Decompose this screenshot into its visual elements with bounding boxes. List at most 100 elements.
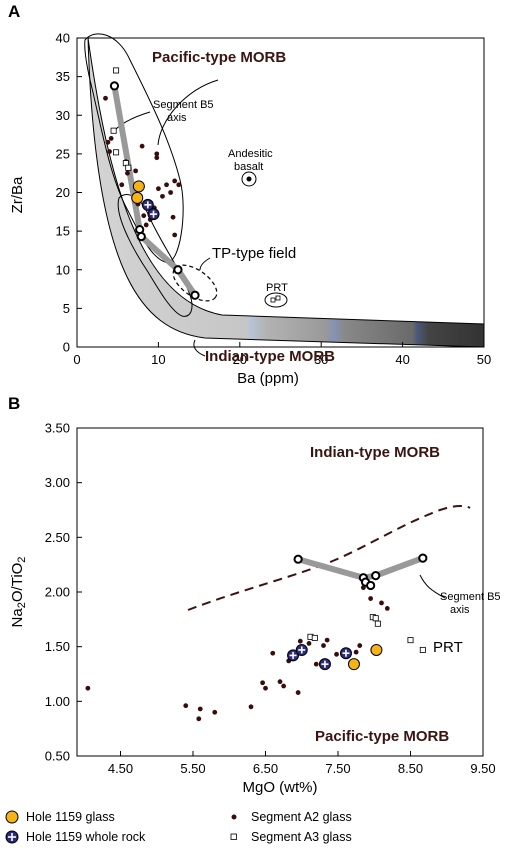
a-y-tick-label: 35 xyxy=(56,69,70,84)
a-y-tick-label: 30 xyxy=(56,108,70,123)
b-x-tick-label: 9.50 xyxy=(470,761,495,776)
panel-a-ticks: 0 10 20 30 40 50 0 5 10 15 20 25 30 35 40 xyxy=(56,31,492,368)
b-y-tick-label: 1.00 xyxy=(45,694,70,709)
a-x-tick-label: 40 xyxy=(395,352,409,367)
b-y-tick-label: 3.00 xyxy=(45,475,70,490)
a-point-segment-a2 xyxy=(154,155,160,161)
a-x-tick-label: 30 xyxy=(314,352,328,367)
a-point-segment-a2 xyxy=(105,139,111,145)
b-point-segment-a2 xyxy=(357,643,363,648)
a-point-segment-a2 xyxy=(139,143,145,149)
tp-arrow xyxy=(199,257,211,271)
a-point-segment-a2 xyxy=(143,222,149,228)
b-x-tick-label: 7.50 xyxy=(325,761,350,776)
panel-a: 0 10 20 30 40 50 0 5 10 15 20 25 30 35 40 Pacific-type… xyxy=(9,31,491,388)
a-point-segment-a2 xyxy=(107,149,112,154)
pacific-arrow xyxy=(157,79,219,146)
b-x-tick-label: 4.50 xyxy=(108,761,133,776)
a-point-segment-b5-axis xyxy=(136,231,146,242)
label-b5-b-line1: Segment B5 xyxy=(440,591,501,603)
a-x-tick-label: 50 xyxy=(477,352,491,367)
a-y-tick-label: 20 xyxy=(56,185,70,200)
boundary-curve xyxy=(187,504,471,611)
b-point-segment-a2 xyxy=(277,679,283,685)
a-point-segment-a3 xyxy=(125,164,132,171)
a-point-segment-a2 xyxy=(125,170,130,176)
prt-marker-1 xyxy=(270,297,276,303)
legend: Hole 1159 glass Hole 1159 whole rock Seg… xyxy=(5,810,352,844)
b-point-hole1159-glass xyxy=(347,658,360,671)
prt-marker-2 xyxy=(275,295,281,301)
a-point-hole1159-glass xyxy=(132,180,145,193)
b-point-segment-a2 xyxy=(368,596,374,601)
a-point-segment-a2 xyxy=(164,182,169,188)
a-point-segment-b5-axis xyxy=(109,81,120,91)
b-point-segment-a2 xyxy=(263,685,268,691)
a-point-segment-a2 xyxy=(141,213,147,219)
b-point-hole1159-whole-rock xyxy=(295,643,308,656)
b-point-hole1159-whole-rock xyxy=(339,647,352,660)
b-point-segment-a3 xyxy=(372,615,379,622)
a-y-tick-label: 5 xyxy=(63,301,70,316)
b-x-tick-label: 8.50 xyxy=(398,761,423,776)
b-point-segment-a2 xyxy=(379,600,384,606)
b-point-segment-a2 xyxy=(313,661,319,667)
prt-field xyxy=(264,292,288,308)
a-point-segment-a3 xyxy=(113,67,120,74)
b-y-tick-label: 3.50 xyxy=(45,421,70,436)
a-point-hole1159-glass xyxy=(131,191,144,204)
b-point-segment-a2 xyxy=(270,650,276,656)
label-andesitic-line2: basalt xyxy=(234,161,263,173)
indian-arrow xyxy=(193,339,206,357)
label-andesitic-line1: Andesitic xyxy=(228,148,273,160)
y-axis-label-b: Na2O/TiO2 xyxy=(9,557,28,628)
panel-b-frame xyxy=(76,427,484,757)
a-x-tick-label: 20 xyxy=(233,352,247,367)
a-point-segment-a2 xyxy=(156,186,161,192)
legend-label-hole1159-glass: Hole 1159 glass xyxy=(26,810,115,824)
b-point-segment-b5-axis xyxy=(293,554,303,564)
legend-label-hole1159-whole-rock: Hole 1159 whole rock xyxy=(26,830,146,844)
b5-arrow-b xyxy=(419,574,446,599)
panel-b: 4.50 5.50 6.50 7.50 8.50 9.50 0.50 1.00 1.50 2.00… xyxy=(9,421,501,797)
a-point-segment-a2 xyxy=(108,136,114,141)
y-axis-label-a: Zr/Ba xyxy=(9,176,26,213)
b-point-segment-a2 xyxy=(306,640,312,646)
b-point-segment-b5-axis xyxy=(418,553,428,563)
a-point-segment-b5-axis xyxy=(190,290,200,300)
a-point-segment-a2 xyxy=(176,182,182,188)
a-point-segment-a2 xyxy=(172,232,178,238)
panel-a-points xyxy=(103,67,200,300)
b-point-segment-b5-axis xyxy=(366,580,376,591)
panel-b-ticks: 4.50 5.50 6.50 7.50 8.50 9.50 0.50 1.00 1.50 2.00… xyxy=(45,421,496,777)
label-b5-a-line1: Segment B5 xyxy=(153,99,214,111)
a-point-segment-a2 xyxy=(103,95,108,101)
a-point-segment-a2 xyxy=(154,151,160,157)
b-segment-b5-trend xyxy=(295,555,426,581)
label-indian-b: Indian-type MORB xyxy=(310,444,440,461)
a-point-hole1159-whole-rock xyxy=(147,208,160,221)
b-x-tick-label: 5.50 xyxy=(180,761,205,776)
b-point-segment-a2 xyxy=(295,690,301,695)
a-y-tick-label: 0 xyxy=(63,340,70,355)
b-point-segment-a2 xyxy=(197,706,203,712)
a-y-tick-label: 25 xyxy=(56,146,70,161)
label-tp-field: TP-type field xyxy=(212,245,296,262)
tp-type-field xyxy=(172,264,218,302)
a-point-segment-a3 xyxy=(110,127,117,134)
legend-label-segment-a2: Segment A2 glass xyxy=(251,810,352,824)
legend-marker-hole1159-glass xyxy=(5,810,19,824)
panel-a-letter: A xyxy=(8,2,20,21)
a-point-segment-b5-axis xyxy=(173,265,183,275)
a-y-tick-label: 15 xyxy=(56,224,70,239)
b-point-segment-a3 xyxy=(419,646,426,653)
b-point-segment-a2 xyxy=(212,709,218,715)
b-point-segment-a2 xyxy=(324,637,330,643)
a-point-segment-a2 xyxy=(133,168,139,174)
a-x-tick-label: 10 xyxy=(151,352,165,367)
a-point-segment-a2 xyxy=(119,182,125,188)
x-axis-label-a: Ba (ppm) xyxy=(237,370,299,387)
b-y-tick-label: 0.50 xyxy=(45,749,70,764)
legend-label-segment-a3: Segment A3 glass xyxy=(251,830,352,844)
a-y-tick-label: 40 xyxy=(56,31,70,46)
